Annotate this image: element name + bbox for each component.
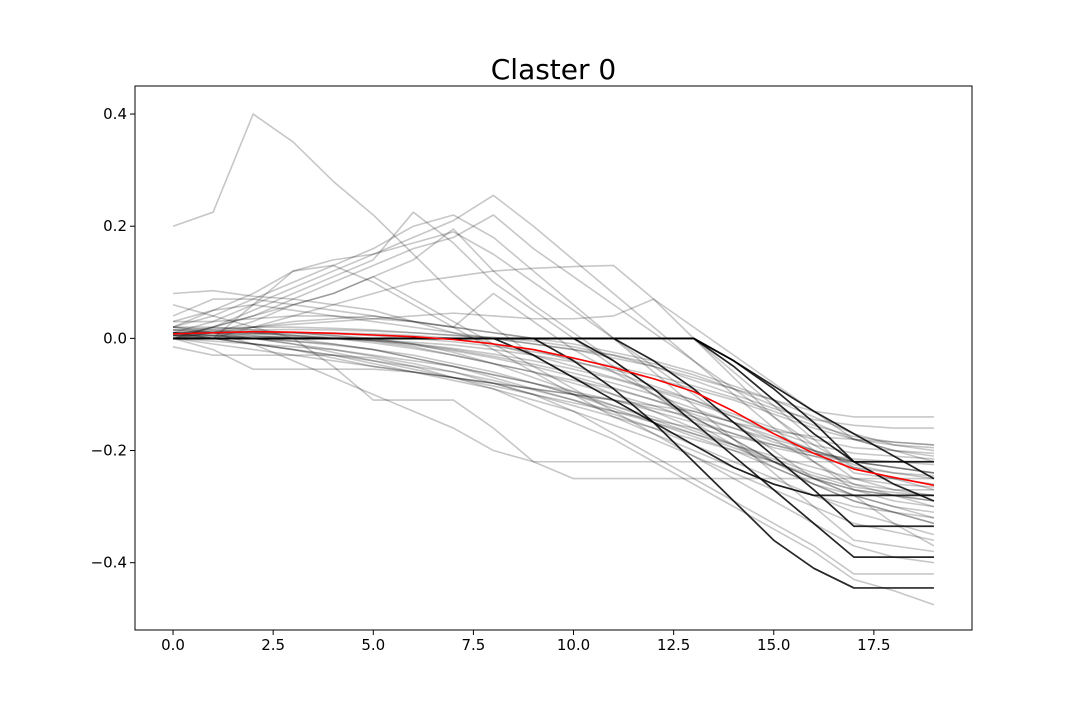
series-line	[173, 331, 935, 474]
series-line	[172, 303, 935, 457]
series-line	[172, 303, 934, 463]
series-line	[172, 289, 935, 474]
chart-title: Claster 0	[491, 53, 617, 86]
series-line	[172, 331, 935, 488]
plot-frame	[134, 85, 973, 631]
x-tick-label: 5.0	[361, 636, 385, 654]
series-line	[172, 326, 934, 480]
series-line	[173, 326, 934, 418]
x-tick-label: 10.0	[557, 636, 590, 654]
series-line	[173, 329, 934, 463]
x-tick-label: 17.5	[857, 636, 890, 654]
series-layer	[172, 113, 935, 606]
series-line	[173, 334, 935, 449]
series-line	[172, 345, 935, 606]
mean-series-line	[173, 330, 935, 487]
series-line	[172, 337, 935, 477]
series-line	[173, 335, 935, 460]
x-tick-label: 7.5	[461, 636, 485, 654]
series-line	[172, 334, 935, 508]
series-line	[172, 337, 934, 575]
y-tick-label: −0.2	[91, 442, 127, 460]
series-line	[172, 298, 935, 452]
x-tick-label: 0.0	[161, 636, 185, 654]
series-line	[173, 326, 935, 497]
series-line	[172, 214, 935, 553]
y-tick-label: 0.2	[103, 217, 127, 235]
x-tick-label: 12.5	[657, 636, 690, 654]
series-line	[172, 326, 935, 446]
x-tick-label: 2.5	[261, 636, 285, 654]
series-line	[172, 211, 935, 514]
series-line	[172, 331, 935, 542]
series-line	[173, 264, 935, 497]
x-tick-label: 15.0	[757, 636, 790, 654]
y-tick-label: −0.4	[91, 554, 127, 572]
series-line	[172, 331, 935, 547]
y-axis: 0.4 0.2 0.0 −0.2 −0.4	[91, 105, 135, 572]
x-axis: 0.0 2.5 5.0 7.5 10.0 12.5 15.0 17.5	[161, 630, 891, 654]
series-line	[172, 330, 935, 480]
series-line	[172, 194, 935, 508]
series-line	[172, 331, 935, 455]
y-tick-label: 0.0	[103, 329, 127, 347]
series-line	[172, 275, 935, 564]
series-line	[173, 337, 935, 536]
series-line	[172, 337, 934, 491]
y-tick-label: 0.4	[103, 105, 127, 123]
series-line	[173, 331, 935, 466]
series-line-dark	[173, 337, 934, 497]
series-line	[172, 231, 935, 519]
series-line	[172, 228, 935, 502]
series-line	[172, 292, 935, 525]
series-line	[172, 329, 935, 474]
series-line	[172, 214, 935, 491]
series-line	[173, 334, 935, 525]
